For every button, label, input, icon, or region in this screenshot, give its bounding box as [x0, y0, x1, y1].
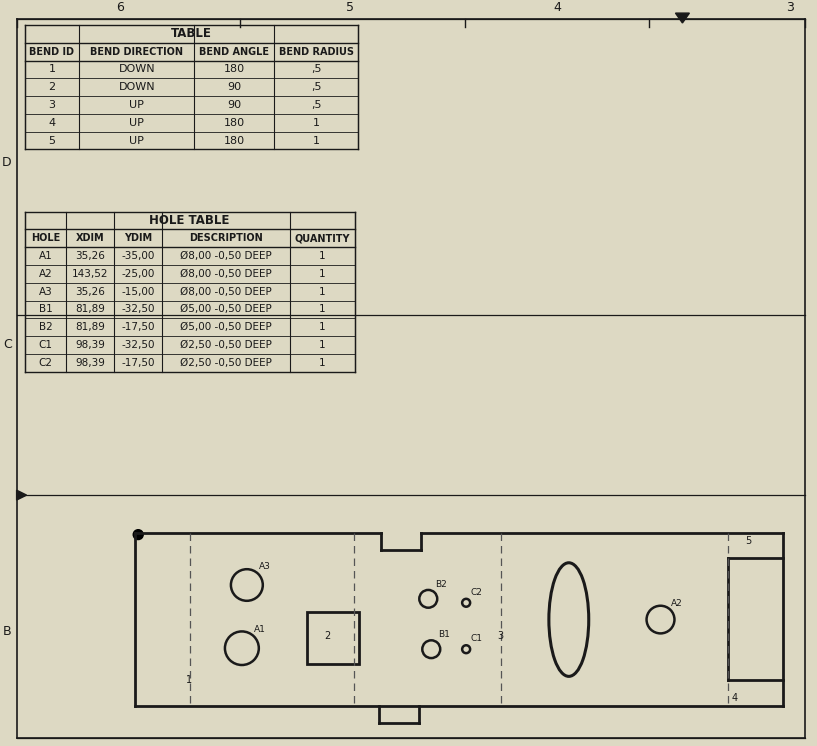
Text: UP: UP	[129, 100, 144, 110]
Text: A2: A2	[38, 269, 52, 279]
Text: ,5: ,5	[311, 64, 321, 75]
Text: 1: 1	[48, 64, 56, 75]
Text: XDIM: XDIM	[76, 233, 105, 243]
Text: 81,89: 81,89	[75, 322, 105, 332]
Text: A1: A1	[38, 251, 52, 261]
Text: A1: A1	[254, 625, 266, 634]
Polygon shape	[676, 13, 690, 23]
Text: Ø8,00 -0,50 DEEP: Ø8,00 -0,50 DEEP	[180, 286, 272, 297]
Text: C: C	[3, 339, 11, 351]
Text: -17,50: -17,50	[122, 322, 155, 332]
Polygon shape	[16, 490, 27, 500]
Text: 1: 1	[319, 286, 325, 297]
Text: A2: A2	[671, 599, 682, 608]
Text: 3: 3	[497, 631, 503, 642]
Text: 1: 1	[319, 340, 325, 350]
Text: BEND ID: BEND ID	[29, 46, 74, 57]
Text: 4: 4	[48, 118, 56, 128]
Text: DESCRIPTION: DESCRIPTION	[189, 233, 263, 243]
Text: B: B	[3, 625, 11, 638]
Text: 98,39: 98,39	[75, 340, 105, 350]
Text: B2: B2	[38, 322, 52, 332]
Text: 4: 4	[553, 1, 560, 14]
Text: B1: B1	[438, 630, 450, 639]
Text: HOLE: HOLE	[31, 233, 60, 243]
Text: 1: 1	[313, 118, 319, 128]
Text: 1: 1	[319, 269, 325, 279]
Text: 1: 1	[319, 322, 325, 332]
Text: 1: 1	[319, 251, 325, 261]
Text: Ø8,00 -0,50 DEEP: Ø8,00 -0,50 DEEP	[180, 269, 272, 279]
Text: ,5: ,5	[311, 100, 321, 110]
Text: B1: B1	[38, 304, 52, 314]
Text: C2: C2	[38, 358, 52, 368]
Text: 2: 2	[324, 631, 331, 642]
Text: BEND ANGLE: BEND ANGLE	[199, 46, 269, 57]
Text: Ø5,00 -0,50 DEEP: Ø5,00 -0,50 DEEP	[180, 322, 272, 332]
Text: HOLE TABLE: HOLE TABLE	[150, 214, 230, 227]
Text: 3: 3	[786, 1, 794, 14]
Text: -32,50: -32,50	[122, 340, 155, 350]
Text: TABLE: TABLE	[171, 28, 212, 40]
Text: Ø5,00 -0,50 DEEP: Ø5,00 -0,50 DEEP	[180, 304, 272, 314]
Text: 5: 5	[48, 136, 56, 145]
Text: A3: A3	[259, 562, 270, 571]
Circle shape	[133, 530, 143, 539]
Text: Ø2,50 -0,50 DEEP: Ø2,50 -0,50 DEEP	[180, 358, 272, 368]
Text: UP: UP	[129, 136, 144, 145]
Text: 1: 1	[186, 675, 192, 685]
Text: -35,00: -35,00	[122, 251, 155, 261]
Text: 5: 5	[745, 536, 752, 545]
Text: 1: 1	[319, 304, 325, 314]
Text: 35,26: 35,26	[75, 286, 105, 297]
Text: D: D	[2, 156, 11, 169]
Text: Ø8,00 -0,50 DEEP: Ø8,00 -0,50 DEEP	[180, 251, 272, 261]
Text: 90: 90	[227, 100, 241, 110]
Text: 2: 2	[48, 82, 56, 93]
Text: Ø2,50 -0,50 DEEP: Ø2,50 -0,50 DEEP	[180, 340, 272, 350]
Text: YDIM: YDIM	[124, 233, 152, 243]
Text: -15,00: -15,00	[122, 286, 155, 297]
Text: 35,26: 35,26	[75, 251, 105, 261]
Text: 6: 6	[116, 1, 124, 14]
Text: BEND RADIUS: BEND RADIUS	[279, 46, 354, 57]
Bar	[306, 612, 359, 664]
Text: -25,00: -25,00	[122, 269, 155, 279]
Text: C1: C1	[470, 634, 482, 643]
Text: -17,50: -17,50	[122, 358, 155, 368]
Text: C2: C2	[470, 588, 482, 597]
Text: 1: 1	[313, 136, 319, 145]
Text: DOWN: DOWN	[118, 82, 155, 93]
Text: QUANTITY: QUANTITY	[294, 233, 350, 243]
Text: B2: B2	[435, 580, 447, 589]
Text: 81,89: 81,89	[75, 304, 105, 314]
Text: 143,52: 143,52	[72, 269, 109, 279]
Text: UP: UP	[129, 118, 144, 128]
Text: 1: 1	[319, 358, 325, 368]
Text: 3: 3	[48, 100, 56, 110]
Text: ,5: ,5	[311, 82, 321, 93]
Text: 180: 180	[223, 64, 244, 75]
Text: 5: 5	[346, 1, 354, 14]
Text: 180: 180	[223, 118, 244, 128]
Text: 98,39: 98,39	[75, 358, 105, 368]
Text: 4: 4	[731, 692, 738, 703]
Text: -32,50: -32,50	[122, 304, 155, 314]
Text: BEND DIRECTION: BEND DIRECTION	[90, 46, 183, 57]
Text: 90: 90	[227, 82, 241, 93]
Text: DOWN: DOWN	[118, 64, 155, 75]
Text: 180: 180	[223, 136, 244, 145]
Text: C1: C1	[38, 340, 52, 350]
Text: A3: A3	[38, 286, 52, 297]
